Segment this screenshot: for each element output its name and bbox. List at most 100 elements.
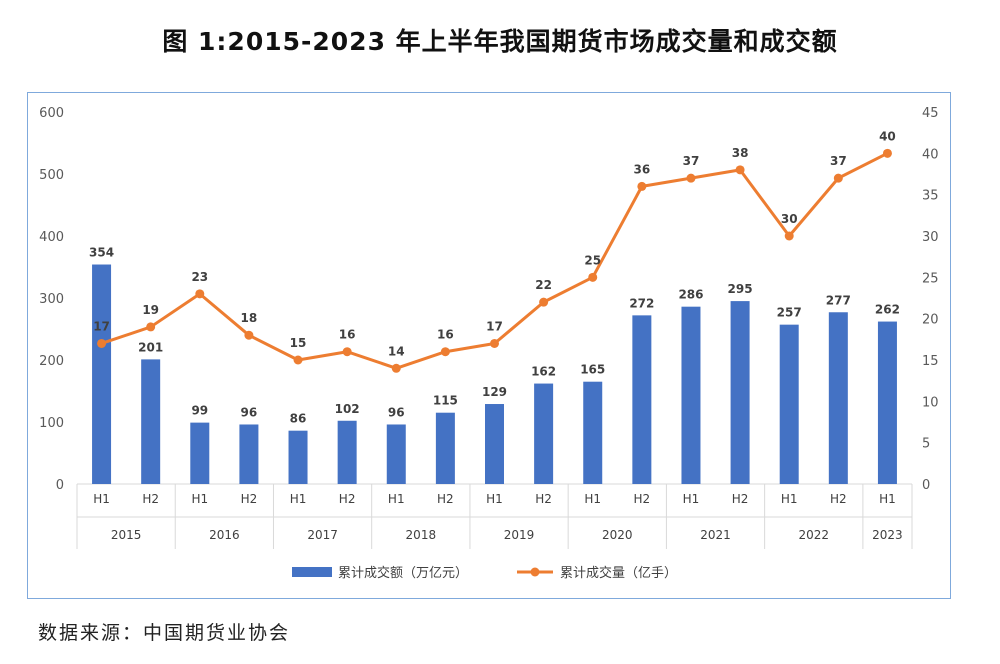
x-tick-label: H2 [732,492,749,506]
bar-data-label: 96 [241,405,258,419]
legend-swatch-marker [530,567,540,577]
x-year-label: 2023 [872,528,903,542]
x-year-label: 2017 [307,528,338,542]
right-axis-tick-label: 15 [922,354,939,369]
line-data-label: 38 [732,146,749,160]
x-tick-label: H1 [191,492,208,506]
bar [632,315,652,484]
data-source: 数据来源：中国期货业协会 [38,622,291,644]
line-point [588,272,598,282]
line-point [637,181,647,191]
line-point [882,148,892,158]
line-data-label: 22 [535,278,552,292]
bar-data-label: 295 [728,282,753,296]
bar [288,430,308,484]
x-year-label: 2018 [406,528,437,542]
x-tick-label: H1 [486,492,503,506]
bar-data-label: 262 [875,303,900,317]
right-axis-tick-label: 10 [922,395,939,410]
x-tick-label: H1 [683,492,700,506]
right-axis-tick-label: 45 [922,106,939,121]
bar-data-label: 257 [777,306,802,320]
bar-data-label: 96 [388,405,405,419]
bar [337,420,357,484]
line-data-label: 23 [191,270,208,284]
right-axis-tick-label: 5 [922,437,930,452]
bar [730,301,750,484]
line-data-label: 25 [584,253,601,267]
bar-data-label: 86 [290,412,307,426]
bar [141,359,161,484]
bar [681,306,701,484]
bar-data-label: 99 [191,404,208,418]
line-data-label: 17 [486,319,503,333]
line-data-label: 16 [437,328,454,342]
bar-data-label: 272 [629,296,654,310]
bar [190,422,210,484]
bar-data-label: 201 [138,340,163,354]
line-point [293,355,303,365]
left-axis-tick-label: 400 [39,230,64,245]
left-axis-tick-label: 600 [39,106,64,121]
left-axis-tick-label: 500 [39,168,64,183]
x-year-label: 2015 [111,528,142,542]
bar [435,412,455,484]
x-tick-label: H2 [634,492,651,506]
right-axis-tick-label: 35 [922,189,939,204]
line-point [146,322,156,332]
chart-title: 图 1:2015-2023 年上半年我国期货市场成交量和成交额 [162,27,838,56]
bar [92,264,112,484]
line-point [195,289,205,299]
x-tick-label: H1 [879,492,896,506]
right-axis-tick-label: 40 [922,147,939,162]
x-year-label: 2022 [798,528,829,542]
x-tick-label: H2 [830,492,847,506]
line-data-label: 17 [93,319,110,333]
line-point [833,173,843,183]
bar [779,324,799,484]
left-axis-tick-label: 0 [56,478,64,493]
x-tick-label: H2 [535,492,552,506]
x-tick-label: H2 [241,492,258,506]
x-tick-label: H1 [584,492,601,506]
line-point [784,231,794,241]
line-data-label: 40 [879,129,896,143]
bar [534,383,554,484]
bar [485,404,504,484]
x-tick-label: H1 [93,492,110,506]
line-data-label: 18 [241,311,258,325]
bar [386,424,406,484]
line-point [342,347,352,357]
line-point [391,363,401,373]
x-tick-label: H1 [781,492,798,506]
right-axis-tick-label: 25 [922,271,939,286]
x-tick-label: H1 [290,492,307,506]
x-year-label: 2016 [209,528,240,542]
left-axis-tick-label: 300 [39,292,64,307]
line-data-label: 37 [683,154,700,168]
left-axis-tick-label: 100 [39,416,64,431]
x-tick-label: H2 [339,492,356,506]
bar [828,312,848,484]
line-point [686,173,696,183]
bar-data-label: 286 [678,288,703,302]
bar [239,424,259,484]
x-tick-label: H2 [142,492,159,506]
x-year-label: 2021 [700,528,731,542]
line-data-label: 36 [634,162,651,176]
bar-data-label: 165 [580,363,605,377]
line-data-label: 15 [290,336,307,350]
bar-data-label: 129 [482,385,507,399]
bar-data-label: 354 [89,246,114,260]
series-line-volume [101,151,889,370]
right-axis-tick-label: 0 [922,478,930,493]
legend-label-line: 累计成交量（亿手） [560,565,677,581]
right-axis-tick-label: 20 [922,313,939,328]
bar-data-label: 115 [433,394,458,408]
bar [877,321,897,484]
line-point [440,347,450,357]
x-year-label: 2020 [602,528,633,542]
line-point [97,338,107,348]
line-point [735,165,745,175]
